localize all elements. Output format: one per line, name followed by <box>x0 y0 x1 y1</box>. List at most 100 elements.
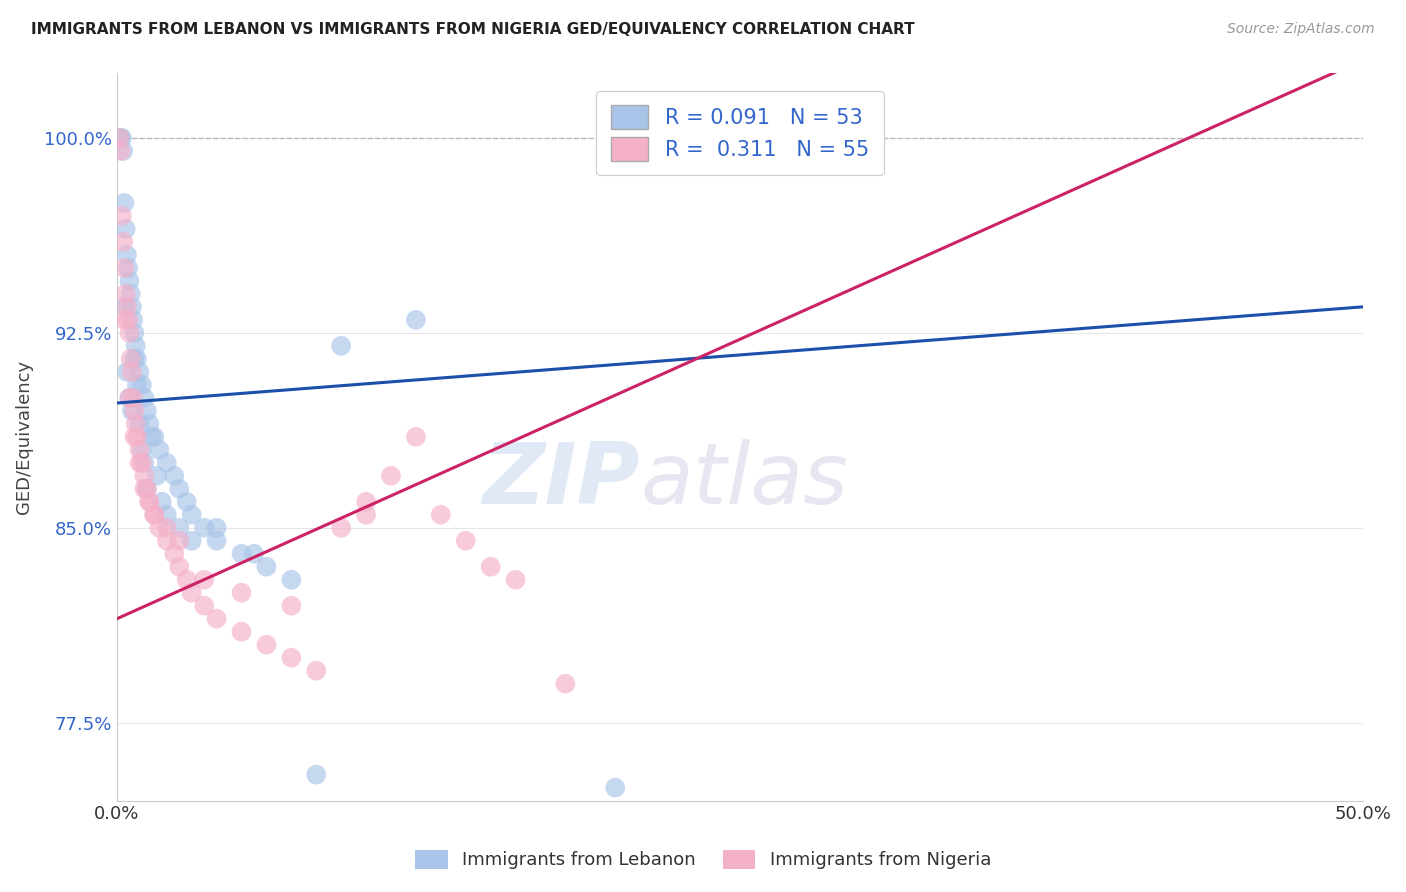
Point <box>114 260 136 275</box>
Point <box>128 442 150 457</box>
Point <box>143 508 166 522</box>
Point <box>114 286 136 301</box>
Point <box>118 326 141 340</box>
Point <box>146 468 169 483</box>
Point <box>114 222 136 236</box>
Point <box>148 521 170 535</box>
Text: Source: ZipAtlas.com: Source: ZipAtlas.com <box>1227 22 1375 37</box>
Point <box>193 521 215 535</box>
Point <box>131 456 153 470</box>
Point <box>380 468 402 483</box>
Point <box>280 573 302 587</box>
Point <box>354 495 377 509</box>
Point <box>124 417 146 431</box>
Point <box>305 664 328 678</box>
Point <box>134 482 156 496</box>
Point <box>114 195 136 210</box>
Point <box>143 430 166 444</box>
Point <box>505 573 527 587</box>
Point <box>141 430 163 444</box>
Point <box>280 650 302 665</box>
Point <box>205 533 228 548</box>
Point <box>117 260 139 275</box>
Point <box>193 573 215 587</box>
Point <box>138 417 160 431</box>
Point <box>156 533 179 548</box>
Point <box>135 482 157 496</box>
Point <box>176 495 198 509</box>
Point <box>121 365 143 379</box>
Point <box>138 495 160 509</box>
Point <box>205 521 228 535</box>
Point <box>405 430 427 444</box>
Point <box>193 599 215 613</box>
Point <box>256 638 278 652</box>
Text: IMMIGRANTS FROM LEBANON VS IMMIGRANTS FROM NIGERIA GED/EQUIVALENCY CORRELATION C: IMMIGRANTS FROM LEBANON VS IMMIGRANTS FR… <box>31 22 914 37</box>
Point <box>128 365 150 379</box>
Point <box>134 456 156 470</box>
Point <box>156 508 179 522</box>
Point <box>124 326 146 340</box>
Point <box>135 404 157 418</box>
Point <box>256 559 278 574</box>
Point <box>354 508 377 522</box>
Point <box>122 313 145 327</box>
Point <box>118 391 141 405</box>
Point <box>121 404 143 418</box>
Point <box>117 313 139 327</box>
Point <box>114 313 136 327</box>
Point <box>124 430 146 444</box>
Point <box>163 547 186 561</box>
Point <box>124 404 146 418</box>
Point <box>108 131 131 145</box>
Point <box>115 300 138 314</box>
Point <box>112 144 135 158</box>
Point <box>118 274 141 288</box>
Point <box>167 521 190 535</box>
Text: atlas: atlas <box>640 439 848 522</box>
Point <box>405 313 427 327</box>
Point <box>605 780 627 795</box>
Point <box>111 131 134 145</box>
Point <box>124 339 146 353</box>
Legend: R = 0.091   N = 53, R =  0.311   N = 55: R = 0.091 N = 53, R = 0.311 N = 55 <box>596 91 883 175</box>
Point <box>111 209 134 223</box>
Point <box>156 521 179 535</box>
Point <box>330 521 353 535</box>
Point <box>131 442 153 457</box>
Point <box>118 391 141 405</box>
Point <box>176 573 198 587</box>
Point <box>479 559 502 574</box>
Point <box>134 468 156 483</box>
Point <box>330 339 353 353</box>
Point <box>231 547 253 561</box>
Legend: Immigrants from Lebanon, Immigrants from Nigeria: Immigrants from Lebanon, Immigrants from… <box>406 841 1000 879</box>
Point <box>121 300 143 314</box>
Point <box>135 482 157 496</box>
Point <box>120 286 142 301</box>
Point <box>138 495 160 509</box>
Point <box>180 508 202 522</box>
Point <box>150 495 173 509</box>
Point <box>243 547 266 561</box>
Point <box>231 624 253 639</box>
Point <box>180 533 202 548</box>
Point <box>125 377 148 392</box>
Y-axis label: GED/Equivalency: GED/Equivalency <box>15 359 32 514</box>
Point <box>112 235 135 249</box>
Point <box>124 351 146 366</box>
Point <box>554 676 576 690</box>
Point <box>125 351 148 366</box>
Point <box>131 377 153 392</box>
Text: ZIP: ZIP <box>482 439 640 522</box>
Point <box>167 559 190 574</box>
Point <box>156 456 179 470</box>
Point <box>180 585 202 599</box>
Point <box>114 300 136 314</box>
Point <box>122 391 145 405</box>
Point <box>430 508 453 522</box>
Point <box>120 351 142 366</box>
Point <box>205 612 228 626</box>
Point <box>110 131 132 145</box>
Point <box>148 442 170 457</box>
